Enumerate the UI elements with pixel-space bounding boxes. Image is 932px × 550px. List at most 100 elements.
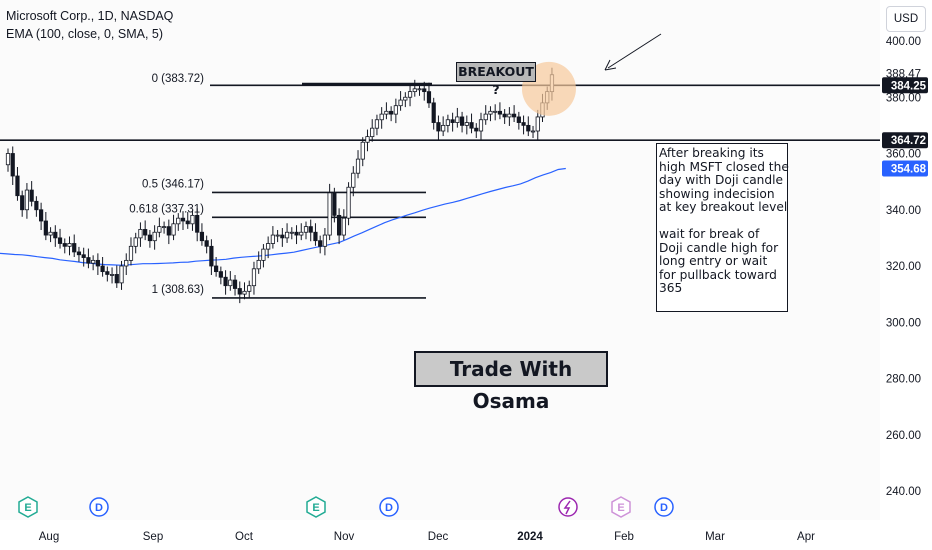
y-tick-label: 360.00: [886, 149, 921, 161]
candle-body: [284, 231, 290, 239]
candle-body: [124, 259, 129, 267]
candle-body: [412, 88, 417, 93]
candle-body: [105, 271, 110, 275]
candle-body: [502, 113, 507, 118]
candle-body: [318, 240, 323, 247]
candle-body: [351, 172, 356, 188]
candle-body: [478, 119, 484, 132]
dividend-icon: [654, 497, 674, 517]
candle-body: [270, 234, 275, 244]
candle-body: [228, 279, 233, 287]
candles: [5, 67, 555, 304]
dividend-icon: [89, 497, 109, 517]
candle-body: [370, 127, 375, 138]
candle-body: [91, 259, 96, 264]
candle-body: [521, 122, 526, 126]
candle-body: [493, 110, 498, 113]
candle-body: [100, 265, 105, 273]
candle-body: [474, 127, 479, 132]
candle-body: [62, 243, 67, 247]
support-price-tag: 364.72: [891, 135, 926, 147]
candle-body: [247, 285, 252, 292]
breakout-label: BREAKOUT ?: [456, 62, 536, 97]
candle-body: [232, 279, 238, 289]
y-tick-label: 400.00: [886, 36, 921, 48]
candle-body: [24, 189, 30, 211]
candle-body: [431, 102, 436, 123]
candle-body: [43, 220, 48, 236]
candle-body: [360, 141, 365, 160]
pointer-arrow: [607, 33, 662, 69]
candle-body: [95, 259, 100, 267]
candle-body: [417, 88, 422, 91]
candle-body: [67, 243, 72, 247]
watermark-label: Trade With Osama: [414, 351, 608, 413]
currency-button[interactable]: USD: [886, 6, 926, 32]
candle-body: [497, 110, 503, 115]
candle-body: [72, 243, 77, 253]
candle-body: [289, 231, 294, 234]
candle-body: [535, 116, 540, 132]
x-tick-label: Dec: [428, 531, 449, 543]
indicator-legend[interactable]: EMA (100, close, 0, SMA, 5): [6, 27, 164, 41]
note-line: for pullback toward: [659, 267, 777, 282]
candle-body: [322, 234, 328, 247]
candle-body: [336, 214, 342, 236]
note-line: at key breakout level: [659, 200, 788, 214]
fib-label: 0 (383.72): [152, 73, 205, 85]
fib-label: 0.5 (346.17): [142, 178, 204, 190]
candle-body: [516, 116, 521, 123]
candle-body: [407, 91, 413, 98]
candle-body: [261, 248, 266, 261]
dividend-letter: D: [660, 502, 668, 514]
candle-body: [441, 124, 446, 132]
candle-body: [389, 110, 394, 115]
dividend-icon: [379, 497, 399, 517]
candle-body: [384, 110, 389, 115]
x-tick-label: Feb: [614, 531, 634, 543]
candle-body: [147, 234, 152, 242]
candle-body: [218, 271, 223, 278]
candle-body: [455, 116, 460, 123]
symbol-title[interactable]: Microsoft Corp., 1D, NASDAQ: [6, 9, 174, 23]
candle-body: [488, 110, 493, 115]
candle-body: [512, 113, 517, 118]
note-line: wait for break of: [659, 227, 760, 241]
candle-body: [313, 231, 318, 242]
split-icon: [558, 497, 578, 517]
candle-body: [109, 274, 115, 276]
candle-body: [422, 88, 427, 93]
candle-body: [365, 136, 370, 143]
x-tick-label: 2024: [517, 531, 543, 543]
candle-body: [86, 257, 91, 264]
candle-body: [57, 237, 63, 244]
candle-body: [180, 217, 186, 222]
candle-body: [204, 240, 209, 247]
pointer-arrowhead: [604, 59, 617, 71]
candle-body: [34, 200, 39, 211]
x-tick-label: Apr: [797, 531, 815, 543]
candle-body: [15, 175, 20, 197]
candle-body: [237, 288, 242, 295]
y-tick-label: 320.00: [886, 261, 921, 273]
candle-body: [530, 130, 536, 133]
candle-body: [294, 231, 299, 236]
earnings-letter: E: [312, 502, 319, 514]
candle-body: [152, 231, 157, 242]
note-line: After breaking its: [659, 146, 764, 160]
note-line: Doji candle high for: [659, 240, 779, 255]
candle-body: [256, 259, 261, 270]
note-line: day with Doji candle: [659, 173, 784, 187]
earnings-icon: [611, 496, 631, 518]
candle-body: [436, 122, 441, 132]
candle-body: [403, 96, 408, 101]
x-tick-label: Nov: [334, 531, 355, 543]
resistance-price-tag-bg: [882, 77, 928, 94]
candle-body: [166, 226, 171, 236]
fib-label: 1 (308.63): [152, 284, 205, 296]
candle-body: [332, 192, 337, 216]
note-line: [659, 215, 785, 229]
candle-body: [119, 265, 124, 284]
candle-body: [20, 195, 25, 211]
